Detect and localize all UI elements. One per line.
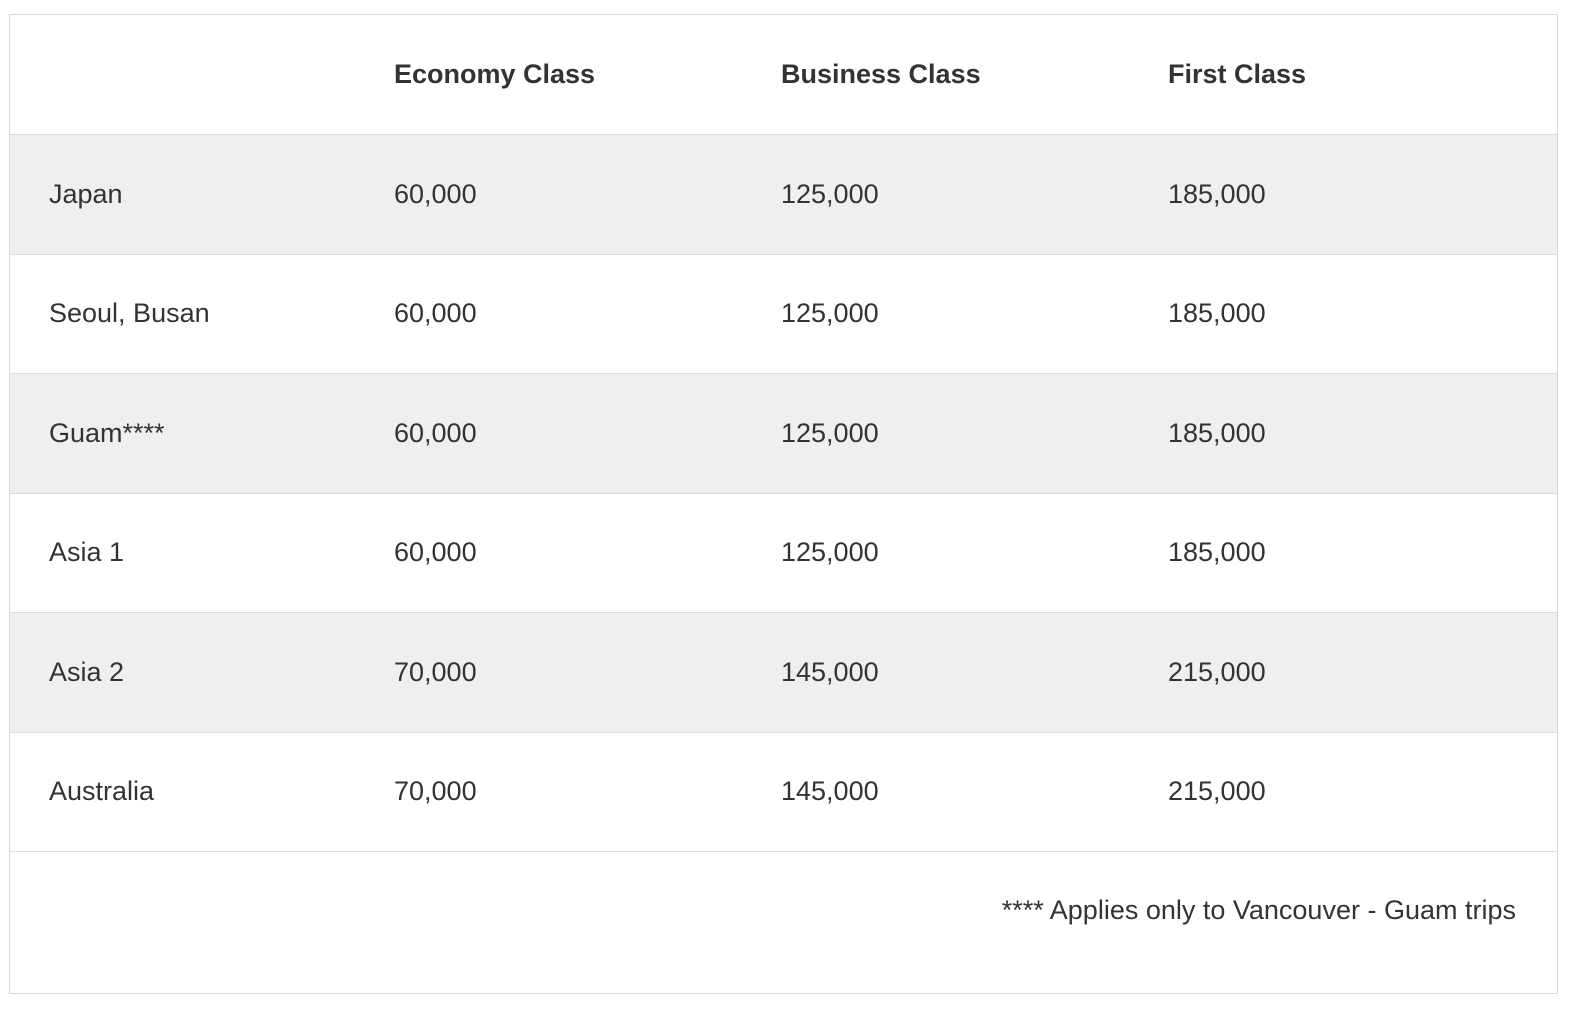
table-row: Seoul, Busan 60,000 125,000 185,000 [10, 254, 1557, 374]
region-cell: Seoul, Busan [10, 254, 394, 374]
footnote: **** Applies only to Vancouver - Guam tr… [1001, 895, 1516, 925]
first-cell: 185,000 [1168, 493, 1557, 613]
first-cell: 185,000 [1168, 373, 1557, 494]
first-cell: 185,000 [1168, 254, 1557, 374]
header-region [10, 15, 394, 135]
region-cell: Japan [10, 134, 394, 255]
economy-cell: 70,000 [394, 732, 781, 852]
business-cell: 125,000 [781, 493, 1168, 613]
region-cell: Australia [10, 732, 394, 852]
economy-cell: 60,000 [394, 134, 781, 255]
header-first-class: First Class [1168, 15, 1557, 135]
first-cell: 215,000 [1168, 612, 1557, 733]
award-chart-table-container: Economy Class Business Class First Class… [9, 14, 1558, 994]
award-chart-table: Economy Class Business Class First Class… [10, 15, 1557, 852]
header-economy-class: Economy Class [394, 15, 781, 135]
first-cell: 185,000 [1168, 134, 1557, 255]
economy-cell: 70,000 [394, 612, 781, 733]
table-row: Japan 60,000 125,000 185,000 [10, 134, 1557, 255]
business-cell: 125,000 [781, 254, 1168, 374]
table-row: Australia 70,000 145,000 215,000 [10, 732, 1557, 852]
header-row: Economy Class Business Class First Class [10, 15, 1557, 135]
region-cell: Guam**** [10, 373, 394, 494]
table-row: Asia 2 70,000 145,000 215,000 [10, 612, 1557, 733]
first-cell: 215,000 [1168, 732, 1557, 852]
business-cell: 145,000 [781, 732, 1168, 852]
table-header: Economy Class Business Class First Class [10, 15, 1557, 135]
table-row: Asia 1 60,000 125,000 185,000 [10, 493, 1557, 613]
header-business-class: Business Class [781, 15, 1168, 135]
region-cell: Asia 2 [10, 612, 394, 733]
region-cell: Asia 1 [10, 493, 394, 613]
economy-cell: 60,000 [394, 373, 781, 494]
table-body: Japan 60,000 125,000 185,000 Seoul, Busa… [10, 134, 1557, 852]
economy-cell: 60,000 [394, 493, 781, 613]
business-cell: 145,000 [781, 612, 1168, 733]
economy-cell: 60,000 [394, 254, 781, 374]
business-cell: 125,000 [781, 134, 1168, 255]
business-cell: 125,000 [781, 373, 1168, 494]
table-row: Guam**** 60,000 125,000 185,000 [10, 373, 1557, 494]
